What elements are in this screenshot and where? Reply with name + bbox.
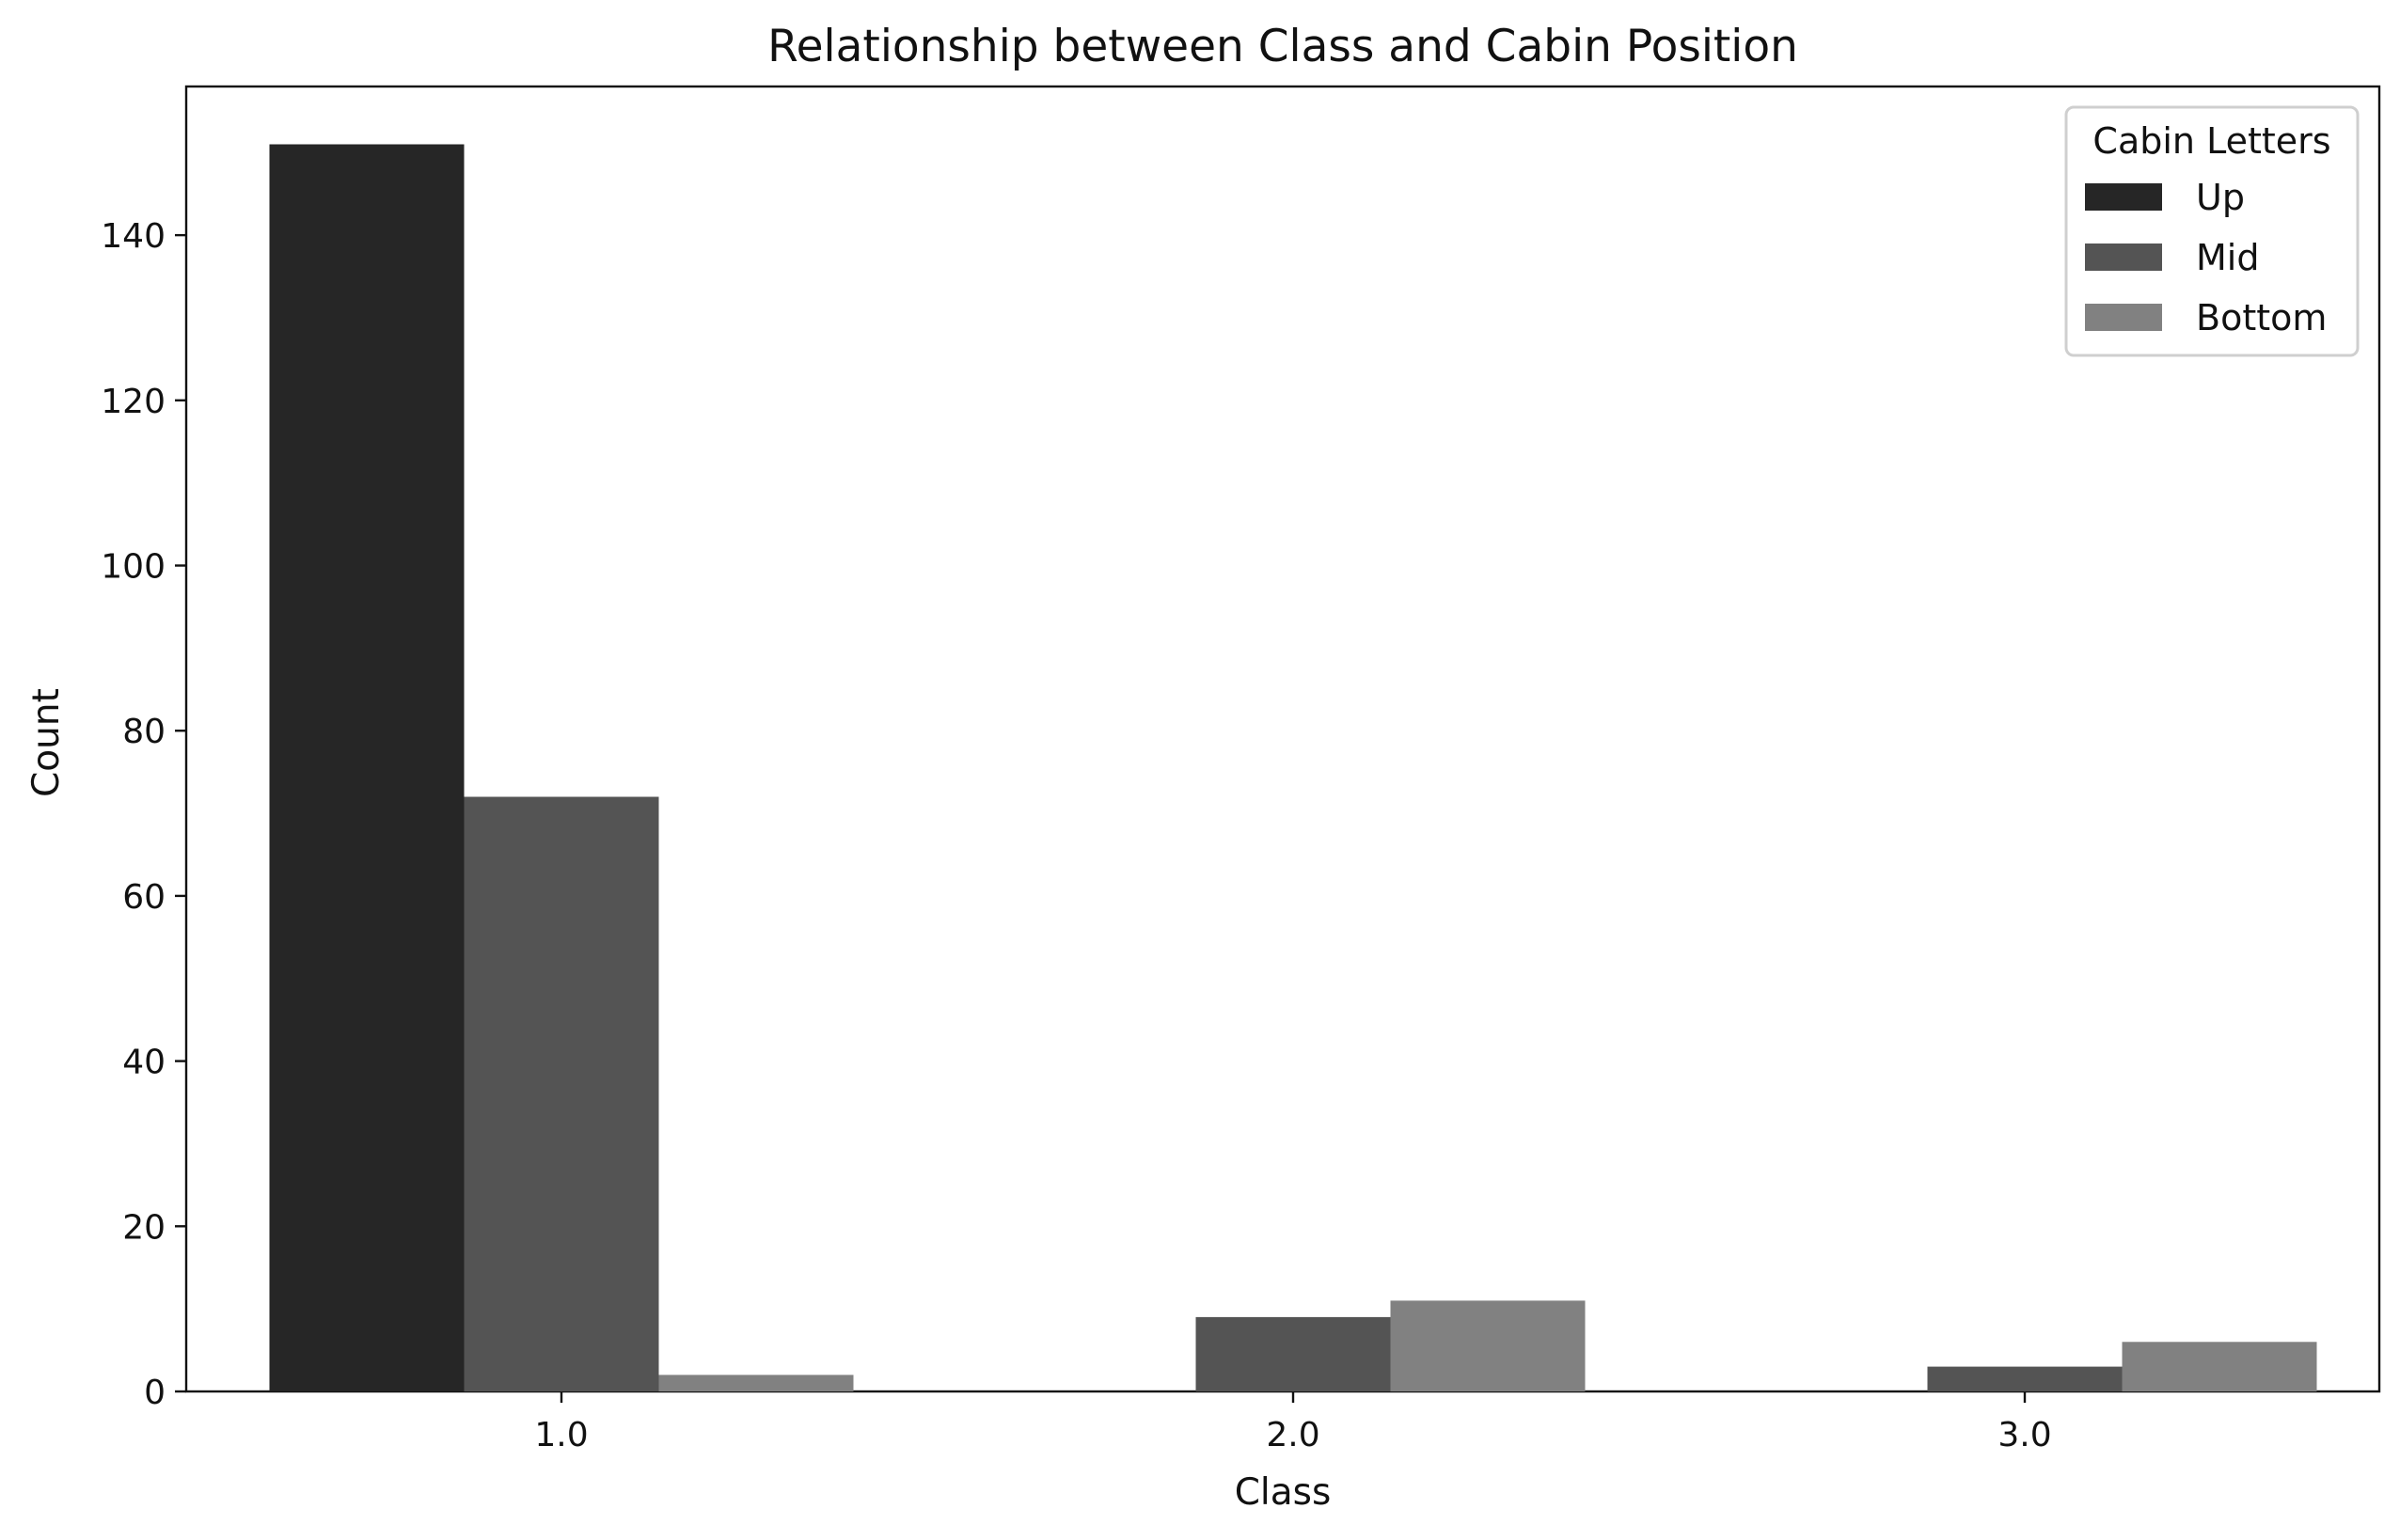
legend-box — [2064, 105, 2360, 357]
chart-title: Relationship between Class and Cabin Pos… — [767, 21, 1798, 72]
legend-swatch-up — [2085, 183, 2162, 211]
y-tick-label: 40 — [122, 1044, 166, 1082]
y-tick-label: 0 — [144, 1374, 166, 1412]
x-tick-label: 2.0 — [1266, 1416, 1319, 1454]
legend-title: Cabin Letters — [2092, 120, 2330, 162]
y-tick-label: 80 — [122, 713, 166, 751]
bar-bottom-3-0 — [2122, 1342, 2317, 1391]
bar-bottom-2-0 — [1390, 1300, 1586, 1391]
x-axis-label: Class — [1235, 1471, 1332, 1514]
y-axis-label: Count — [25, 688, 68, 797]
legend-swatch-bottom — [2085, 304, 2162, 331]
legend-items: Up Mid Bottom — [2085, 177, 2327, 338]
bar-mid-1-0 — [464, 796, 659, 1391]
legend-label-mid: Mid — [2196, 237, 2259, 278]
bar-mid-2-0 — [1195, 1316, 1391, 1391]
bar-mid-3-0 — [1927, 1366, 2123, 1391]
legend: Cabin Letters Up Mid Bottom — [2064, 105, 2360, 357]
bars-group — [269, 144, 2317, 1391]
ticks-group: 0 20 40 60 80 100 120 140 1.0 2.0 3.0 — [101, 217, 2051, 1454]
y-tick-label: 20 — [122, 1208, 166, 1247]
y-tick-label: 140 — [101, 217, 166, 256]
y-tick-label: 60 — [122, 878, 166, 917]
bar-up-1-0 — [269, 144, 465, 1391]
y-tick-label: 120 — [101, 383, 166, 421]
legend-label-bottom: Bottom — [2196, 297, 2327, 338]
y-tick-label: 100 — [101, 548, 166, 587]
bar-bottom-1-0 — [658, 1375, 854, 1391]
legend-label-up: Up — [2196, 177, 2245, 218]
x-tick-label: 1.0 — [534, 1416, 588, 1454]
legend-swatch-mid — [2085, 244, 2162, 271]
x-tick-label: 3.0 — [1997, 1416, 2051, 1454]
